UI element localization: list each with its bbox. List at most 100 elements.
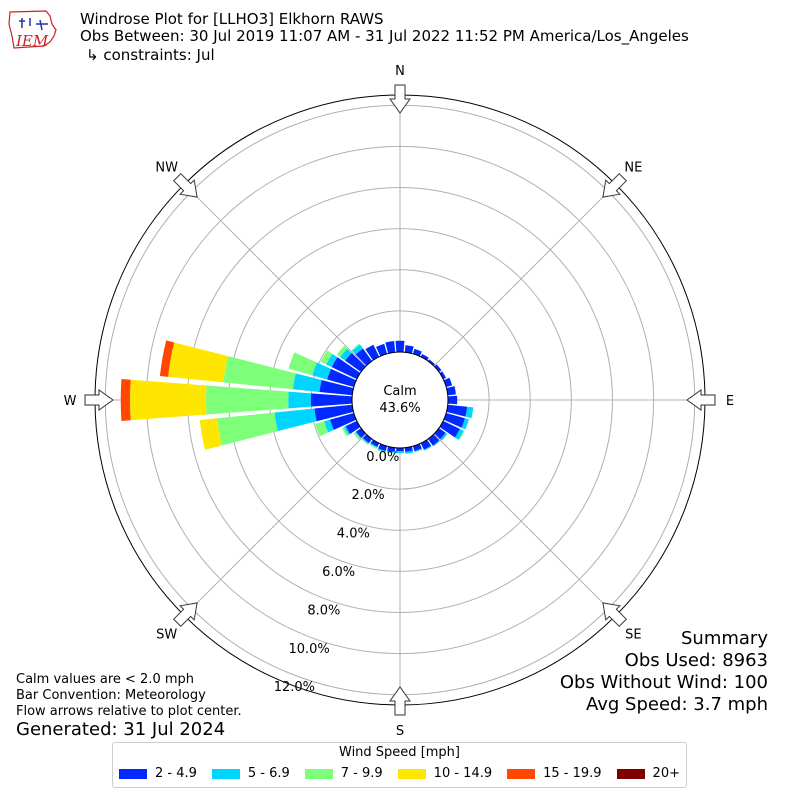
- wind-bar-segment: [343, 426, 351, 436]
- wind-bar-segment: [341, 427, 349, 437]
- wind-bar-segment: [340, 348, 352, 361]
- wind-bar-segment: [365, 344, 380, 361]
- wind-bar-segment: [405, 450, 414, 454]
- direction-label: N: [395, 64, 405, 79]
- radial-tick-label: 4.0%: [337, 527, 370, 542]
- grid-spoke: [183, 433, 367, 617]
- radial-tick-label: 12.0%: [274, 680, 315, 695]
- chart-title: Windrose Plot for [LLHO3] Elkhorn RAWS: [80, 10, 384, 28]
- radial-tick-label: 10.0%: [288, 642, 329, 657]
- wind-bar-segment: [330, 412, 357, 430]
- wind-bar-segment: [428, 359, 435, 366]
- summary-heading: Summary: [681, 628, 768, 649]
- wind-bar-segment: [353, 432, 361, 440]
- wind-bar-segment: [336, 345, 348, 357]
- wind-bar-segment: [404, 345, 414, 354]
- wind-bar-segment: [355, 431, 362, 439]
- wind-bar-segment: [199, 418, 222, 450]
- wind-bar-segment: [223, 356, 296, 390]
- wind-bar-segment: [461, 418, 469, 430]
- legend: Wind Speed [mph] 2 - 4.9 5 - 6.9 7 - 9.9…: [112, 742, 687, 788]
- avg-speed: Avg Speed: 3.7 mph: [586, 694, 768, 715]
- radial-tick-label: 8.0%: [307, 603, 340, 618]
- wind-bar-segment: [370, 439, 380, 447]
- logo-text: IEM: [15, 32, 49, 50]
- grid-spoke: [183, 183, 367, 367]
- flow-arrows-note: Flow arrows relative to plot center.: [16, 704, 242, 719]
- legend-item: 7 - 9.9: [304, 766, 383, 781]
- wind-bar-segment: [288, 391, 312, 409]
- wind-bar-segment: [465, 406, 474, 419]
- wind-bar-segment: [454, 428, 464, 440]
- wind-bar-segment: [439, 371, 447, 380]
- flow-arrow-icon: [686, 389, 716, 411]
- wind-bar-segment: [288, 352, 317, 376]
- wind-bar-segment: [312, 362, 331, 380]
- direction-label: W: [64, 394, 77, 409]
- wind-bar-segment: [458, 430, 465, 441]
- wind-bars: [120, 340, 474, 454]
- direction-label: SW: [156, 627, 177, 642]
- wind-bar-segment: [386, 451, 395, 454]
- wind-bar-segment: [320, 350, 333, 365]
- wind-bar-segment: [352, 344, 363, 355]
- wind-bar-segment: [331, 357, 361, 380]
- wind-bar-segment: [443, 412, 466, 428]
- legend-swatch: [397, 768, 426, 779]
- legend-label: 2 - 4.9: [155, 766, 197, 781]
- grid-spoke: [433, 183, 617, 367]
- wind-bar-segment: [356, 428, 366, 438]
- wind-bar-segment: [345, 352, 366, 372]
- legend-label: 5 - 6.9: [247, 766, 290, 781]
- obs-used: Obs Used: 8963: [624, 650, 768, 671]
- direction-label: NE: [624, 161, 642, 176]
- wind-bar-segment: [351, 343, 360, 351]
- wind-bar-segment: [370, 443, 378, 448]
- wind-bar-segment: [439, 420, 460, 438]
- wind-bar-segment: [159, 340, 175, 377]
- legend-swatch: [507, 768, 536, 779]
- calm-circle: [351, 351, 449, 449]
- generated-date: Generated: 31 Jul 2024: [16, 719, 226, 740]
- wind-bar-segment: [319, 380, 354, 396]
- wind-bar-segment: [396, 450, 404, 454]
- wind-bar-segment: [434, 364, 442, 372]
- grid-spoke: [433, 433, 617, 617]
- constraints: ↳ constraints: Jul: [86, 46, 215, 64]
- wind-bar-segment: [315, 421, 329, 437]
- legend-swatch: [119, 768, 147, 779]
- wind-bar-segment: [386, 450, 395, 453]
- wind-bar-segment: [345, 420, 361, 435]
- wind-bar-segment: [274, 408, 317, 432]
- wind-bar-segment: [385, 340, 396, 354]
- wind-bar-segment: [129, 379, 207, 421]
- wind-bar-segment: [369, 443, 377, 449]
- radial-tick-labels: 0.0% 2.0% 4.0% 6.0% 8.0% 10.0% 12.0%: [274, 450, 400, 695]
- wind-bar-segment: [326, 353, 338, 368]
- flow-arrow-icon: [602, 172, 628, 198]
- calm-label: Calm: [383, 384, 416, 399]
- wind-bar-segment: [362, 438, 369, 444]
- wind-bar-segment: [217, 412, 278, 446]
- wind-bar-segment: [420, 353, 429, 361]
- wind-bar-segment: [440, 432, 448, 441]
- direction-labels: N NE E SE S SW W NW: [64, 64, 735, 739]
- legend-label: 15 - 19.9: [543, 766, 602, 781]
- calm-note: Calm values are < 2.0 mph: [16, 672, 195, 687]
- radial-tick-label: 0.0%: [366, 450, 399, 465]
- wind-bar-segment: [168, 342, 228, 383]
- wind-bar-segment: [362, 434, 372, 444]
- wind-bar-segment: [423, 445, 432, 451]
- wind-bar-segment: [446, 404, 468, 417]
- radial-tick-label: 2.0%: [352, 488, 385, 503]
- wind-bar-segment: [327, 368, 357, 388]
- wind-bar-segment: [395, 340, 405, 353]
- iem-logo: IEM: [8, 10, 57, 50]
- wind-bar-segment: [396, 447, 404, 452]
- direction-label: SE: [625, 627, 641, 642]
- flow-arrow-icon: [172, 172, 198, 198]
- wind-bar-segment: [324, 419, 334, 433]
- legend-swatch: [304, 768, 333, 779]
- legend-swatch: [211, 768, 240, 779]
- calm-percent: 43.6%: [379, 401, 420, 416]
